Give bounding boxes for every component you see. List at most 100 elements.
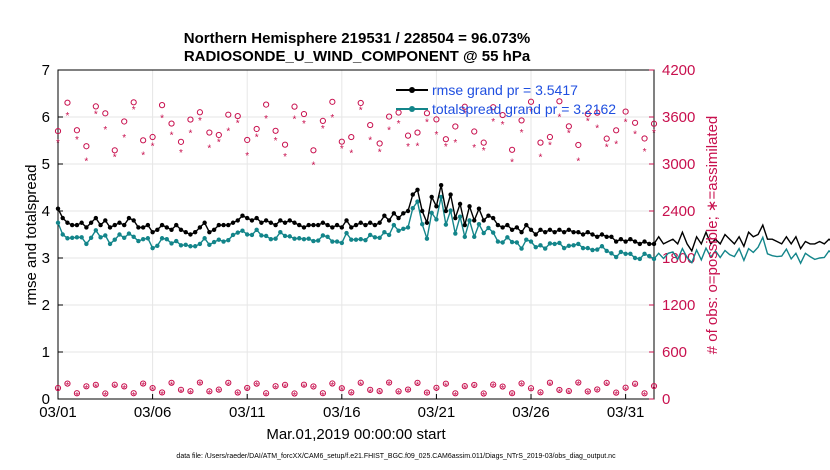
obs-assimilated-marker: * (141, 381, 145, 392)
obs-possible-marker (594, 386, 601, 393)
totalspread-marker (103, 233, 108, 238)
x-tick-label: 03/16 (323, 404, 361, 421)
rmse-marker (528, 227, 534, 232)
obs-possible-marker (215, 131, 222, 139)
obs-possible-marker (83, 383, 90, 390)
rmse-marker (443, 208, 449, 214)
totalspread-marker (595, 247, 600, 252)
obs-possible-marker (565, 387, 572, 395)
totalspread-marker (188, 244, 193, 249)
rmse-marker (420, 208, 425, 214)
rmse-marker (235, 218, 240, 223)
obs-possible-marker (537, 139, 544, 146)
totalspread-marker (297, 236, 302, 241)
legend: rmse grand pr = 3.5417 totalspread grand… (396, 82, 616, 117)
x-tick-label: 03/21 (418, 404, 456, 421)
legend-spread-label: totalspread grand pr = 3.2162 (432, 101, 616, 117)
obs-assimilated-marker: * (510, 158, 514, 169)
obs-possible-marker (452, 123, 459, 130)
obs-possible-marker (631, 380, 639, 387)
totalspread-marker (159, 236, 165, 241)
obs-possible-marker (338, 138, 345, 145)
rmse-marker (377, 220, 382, 225)
obs-assimilated-marker: * (605, 143, 609, 154)
obs-possible-marker (319, 390, 326, 397)
obs-assimilated-marker: * (368, 136, 372, 147)
rmse-marker (533, 232, 538, 237)
y-axis-left-label: rmse and totalspread (23, 165, 40, 306)
totalspread-marker (448, 208, 453, 213)
obs-possible-marker (187, 388, 194, 395)
totalspread-marker (344, 230, 349, 236)
rmse-marker (372, 222, 378, 228)
totalspread-marker (613, 254, 619, 260)
obs-possible-marker (196, 109, 204, 116)
rmse-marker (618, 237, 624, 242)
obs-assimilated-marker: * (548, 140, 552, 151)
obs-assimilated-marker: * (586, 116, 590, 127)
obs-assimilated-marker: * (633, 130, 637, 141)
obs-assimilated-marker: * (226, 126, 230, 137)
rmse-marker (136, 225, 141, 230)
obs-possible-marker (291, 103, 298, 110)
obs-possible-marker (225, 111, 232, 118)
totalspread-marker (126, 231, 132, 236)
x-tick-label: 03/11 (229, 404, 265, 421)
totalspread-marker (263, 233, 269, 239)
obs-possible-marker (281, 141, 289, 148)
totalspread-marker (415, 199, 420, 204)
obs-possible-marker (546, 379, 554, 386)
obs-assimilated-marker: * (283, 382, 287, 393)
totalspread-marker (122, 235, 127, 240)
totalspread-marker (382, 229, 387, 235)
rmse-marker (462, 222, 467, 228)
obs-assimilated-marker: * (539, 152, 543, 163)
totalspread-marker (623, 251, 628, 256)
obs-assimilated-marker: * (264, 114, 268, 125)
obs-assimilated-marker: * (472, 143, 476, 154)
obs-assimilated-marker: * (151, 142, 155, 153)
totalspread-marker (396, 228, 401, 233)
obs-assimilated-marker: * (283, 152, 287, 163)
rmse-marker (344, 218, 349, 223)
obs-possible-marker (111, 381, 118, 388)
rmse-marker (651, 241, 657, 247)
obs-assimilated-marker: * (311, 384, 315, 395)
totalspread-marker (561, 245, 567, 251)
obs-possible-marker (111, 147, 118, 154)
obs-possible-marker (263, 390, 270, 397)
x-axis-label: Mar.01,2019 00:00:00 start (266, 426, 446, 443)
obs-assimilated-marker: * (330, 381, 334, 392)
obs-assimilated-marker: * (103, 125, 107, 136)
x-tick-label: 03/26 (512, 404, 550, 421)
rmse-marker (84, 225, 89, 230)
y-right-tick-label: 3000 (662, 156, 695, 173)
obs-assimilated-marker: * (359, 106, 363, 117)
rmse-marker (330, 225, 335, 230)
rmse-marker (613, 239, 619, 244)
y-right-tick-label: 3600 (662, 109, 695, 126)
obs-possible-marker (423, 389, 431, 396)
rmse-marker (273, 222, 278, 228)
obs-assimilated-marker: * (66, 381, 70, 392)
legend-rmse-marker (409, 87, 415, 93)
rmse-marker (632, 239, 638, 244)
rmse-marker (391, 211, 397, 216)
obs-assimilated-marker: * (463, 109, 467, 120)
rmse-marker (202, 220, 207, 225)
obs-possible-marker (490, 104, 497, 111)
totalspread-marker (618, 249, 624, 255)
rmse-marker (424, 220, 430, 225)
obs-assimilated-marker: * (482, 146, 486, 157)
totalspread-marker (405, 225, 411, 230)
obs-assimilated-marker: * (302, 382, 306, 393)
y-right-tick-label: 1200 (662, 297, 695, 314)
totalspread-marker (79, 235, 84, 240)
y-right-tick-label: 0 (662, 391, 670, 408)
totalspread-marker (401, 226, 406, 232)
obs-assimilated-marker: * (406, 142, 410, 153)
totalspread-marker (292, 236, 297, 241)
obs-assimilated-marker: * (576, 380, 580, 391)
obs-assimilated-marker: * (529, 107, 533, 118)
rmse-marker (514, 225, 520, 230)
